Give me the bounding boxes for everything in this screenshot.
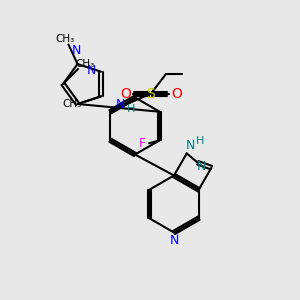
Text: N: N [186, 139, 195, 152]
Text: F: F [139, 137, 146, 150]
Text: H: H [196, 136, 204, 146]
Text: CH₃: CH₃ [63, 99, 82, 109]
Text: O: O [171, 87, 182, 101]
Text: S: S [146, 87, 155, 101]
Text: N: N [116, 98, 125, 111]
Text: N: N [169, 234, 179, 248]
Text: N: N [197, 160, 206, 173]
Text: CH₃: CH₃ [76, 59, 95, 70]
Text: H: H [127, 104, 136, 114]
Text: O: O [120, 87, 131, 101]
Text: CH₃: CH₃ [55, 34, 74, 44]
Text: N: N [87, 64, 96, 77]
Text: N: N [71, 44, 81, 57]
